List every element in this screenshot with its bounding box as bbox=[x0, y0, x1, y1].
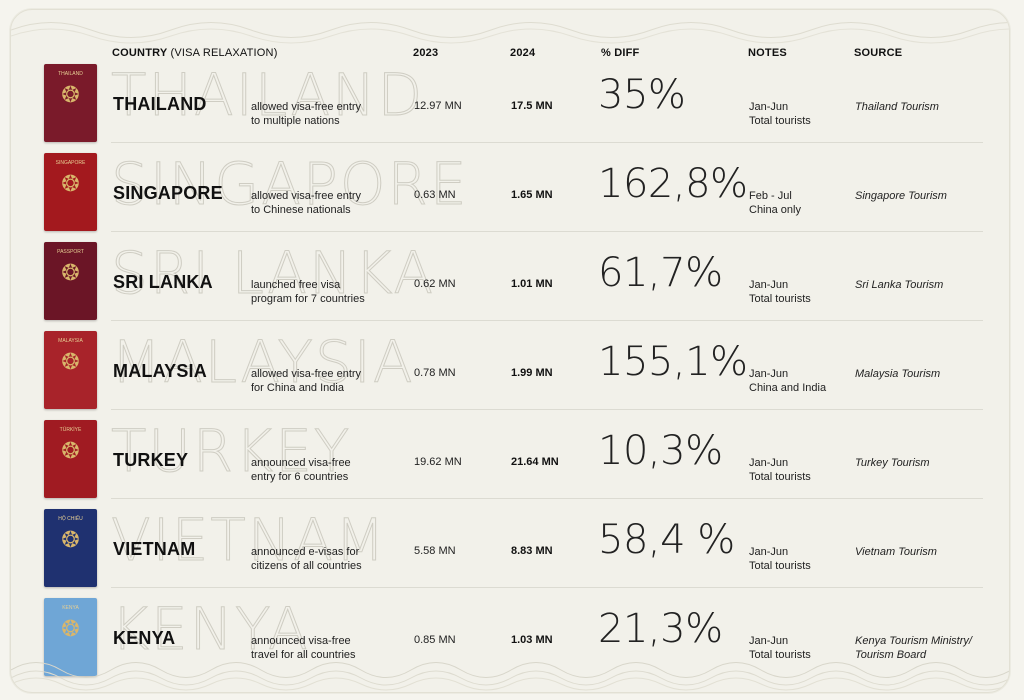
table-row: THAILAND THAILAND ❂ THAILAND allowed vis… bbox=[11, 64, 1009, 166]
value-2024: 1.99 MN bbox=[511, 367, 553, 379]
country-name: THAILAND bbox=[113, 94, 207, 114]
passport-title: PASSPORT bbox=[57, 249, 84, 255]
table-row: MALAYSIA MALAYSIA ❂ MALAYSIA allowed vis… bbox=[11, 331, 1009, 433]
row-divider bbox=[111, 409, 983, 410]
notes: Jan-Jun Total tourists bbox=[749, 279, 811, 305]
passport-image: THAILAND ❂ bbox=[44, 64, 97, 142]
passport-image: SINGAPORE ❂ bbox=[44, 153, 97, 231]
source: Vietnam Tourism bbox=[855, 546, 937, 558]
header-2024: 2024 bbox=[510, 47, 536, 59]
passport-image: HỘ CHIẾU ❂ bbox=[44, 509, 97, 587]
country-name: SRI LANKA bbox=[113, 272, 213, 292]
percent-diff: 35% bbox=[598, 72, 686, 118]
source: Sri Lanka Tourism bbox=[855, 279, 944, 291]
emblem-icon: ❂ bbox=[61, 171, 80, 197]
passport-title: SINGAPORE bbox=[55, 160, 86, 166]
header-diff: % DIFF bbox=[601, 47, 640, 59]
country-name: VIETNAM bbox=[113, 539, 196, 559]
source: Singapore Tourism bbox=[855, 190, 947, 202]
value-2024: 1.65 MN bbox=[511, 189, 553, 201]
value-2023: 5.58 MN bbox=[414, 545, 456, 557]
value-2024: 8.83 MN bbox=[511, 545, 553, 557]
row-divider bbox=[111, 231, 983, 232]
percent-diff: 61,7% bbox=[598, 250, 723, 296]
value-2023: 0.78 MN bbox=[414, 367, 456, 379]
passport-image: MALAYSIA ❂ bbox=[44, 331, 97, 409]
value-2024: 17.5 MN bbox=[511, 100, 553, 112]
country-name: MALAYSIA bbox=[113, 361, 207, 381]
emblem-icon: ❂ bbox=[61, 616, 80, 642]
emblem-icon: ❂ bbox=[61, 82, 80, 108]
row-divider bbox=[111, 498, 983, 499]
source: Kenya Tourism Ministry/Tourism Board bbox=[855, 635, 972, 661]
row-divider bbox=[111, 142, 983, 143]
percent-diff: 162,8% bbox=[598, 161, 748, 207]
passport-title: TÜRKİYE bbox=[59, 427, 82, 433]
visa-description: announced visa-free entry for 6 countries bbox=[251, 457, 351, 483]
country-name: TURKEY bbox=[113, 450, 189, 470]
notes: Jan-Jun Total tourists bbox=[749, 635, 811, 661]
percent-diff: 58,4 % bbox=[598, 517, 735, 563]
visa-description: launched free visa program for 7 countrie… bbox=[251, 279, 365, 305]
table-row: TURKEY TÜRKİYE ❂ TURKEY announced visa-f… bbox=[11, 420, 1009, 522]
guilloche-bottom-border bbox=[11, 662, 1009, 691]
percent-diff: 10,3% bbox=[598, 428, 723, 474]
emblem-icon: ❂ bbox=[61, 438, 80, 464]
visa-description: announced visa-free travel for all countr… bbox=[251, 635, 356, 661]
header-notes: NOTES bbox=[748, 47, 787, 59]
table-row: SRI LANKA PASSPORT ❂ SRI LANKA launched … bbox=[11, 242, 1009, 344]
table-row: VIETNAM HỘ CHIẾU ❂ VIETNAM announced e-v… bbox=[11, 509, 1009, 611]
emblem-icon: ❂ bbox=[61, 349, 80, 375]
visa-description: allowed visa-free entry for China and Ind… bbox=[251, 368, 362, 394]
passport-image: TÜRKİYE ❂ bbox=[44, 420, 97, 498]
value-2024: 1.03 MN bbox=[511, 634, 553, 646]
passport-image: KENYA ❂ bbox=[44, 598, 97, 676]
value-2023: 0.63 MN bbox=[414, 189, 456, 201]
value-2023: 12.97 MN bbox=[414, 100, 462, 112]
passport-title: KENYA bbox=[62, 605, 79, 611]
value-2023: 19.62 MN bbox=[414, 456, 462, 468]
emblem-icon: ❂ bbox=[61, 260, 80, 286]
value-2023: 0.62 MN bbox=[414, 278, 456, 290]
source: Malaysia Tourism bbox=[855, 368, 941, 380]
passport-image: PASSPORT ❂ bbox=[44, 242, 97, 320]
passport-table-card: COUNTRY (VISA RELAXATION) 2023 2024 % DI… bbox=[10, 9, 1010, 693]
row-divider bbox=[111, 587, 983, 588]
header-country-sub: (VISA RELAXATION) bbox=[170, 47, 278, 59]
notes: Jan-Jun China and India bbox=[749, 368, 827, 394]
visa-description: allowed visa-free entry to Chinese nation… bbox=[251, 190, 362, 216]
row-divider bbox=[111, 320, 983, 321]
country-name: KENYA bbox=[113, 628, 176, 648]
notes: Jan-Jun Total tourists bbox=[749, 101, 811, 127]
percent-diff: 21,3% bbox=[598, 606, 723, 652]
passport-title: THAILAND bbox=[58, 71, 83, 77]
guilloche-top-border bbox=[11, 22, 1009, 44]
passport-title: MALAYSIA bbox=[58, 338, 83, 344]
emblem-icon: ❂ bbox=[61, 527, 80, 553]
passport-title: HỘ CHIẾU bbox=[58, 516, 83, 522]
value-2023: 0.85 MN bbox=[414, 634, 456, 646]
country-name: SINGAPORE bbox=[113, 183, 223, 203]
header-2023: 2023 bbox=[413, 47, 439, 59]
percent-diff: 155,1% bbox=[598, 339, 748, 385]
table-row: SINGAPORE SINGAPORE ❂ SINGAPORE allowed … bbox=[11, 153, 1009, 255]
notes: Feb - Jul China only bbox=[749, 190, 801, 216]
source: Thailand Tourism bbox=[855, 101, 939, 113]
header-source: SOURCE bbox=[854, 47, 903, 59]
header-country: COUNTRY (VISA RELAXATION) bbox=[112, 47, 278, 59]
notes: Jan-Jun Total tourists bbox=[749, 457, 811, 483]
notes: Jan-Jun Total tourists bbox=[749, 546, 811, 572]
value-2024: 21.64 MN bbox=[511, 456, 559, 468]
value-2024: 1.01 MN bbox=[511, 278, 553, 290]
visa-description: allowed visa-free entry to multiple natio… bbox=[251, 101, 362, 127]
source: Turkey Tourism bbox=[855, 457, 930, 469]
visa-description: announced e-visas for citizens of all cou… bbox=[251, 546, 362, 572]
